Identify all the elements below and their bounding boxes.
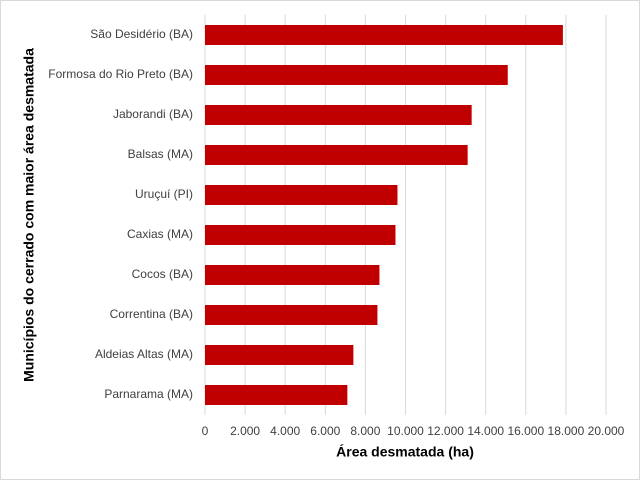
y-tick-label: Parnarama (MA)	[104, 387, 193, 401]
y-tick-label: Aldeias Altas (MA)	[95, 347, 193, 361]
bar	[205, 65, 508, 85]
x-tick-label: 2.000	[230, 424, 260, 438]
x-tick-label: 10.000	[387, 424, 424, 438]
x-tick-label: 4.000	[270, 424, 300, 438]
bar	[205, 225, 396, 245]
x-tick-label: 6.000	[310, 424, 340, 438]
bar	[205, 265, 380, 285]
x-tick-label: 0	[202, 424, 209, 438]
y-tick-label: Balsas (MA)	[128, 147, 193, 161]
y-tick-label: Uruçuí (PI)	[135, 187, 193, 201]
bar	[205, 105, 472, 125]
y-tick-label: Jaborandi (BA)	[113, 107, 193, 121]
y-tick-label: Caxias (MA)	[127, 227, 193, 241]
x-tick-label: 18.000	[548, 424, 585, 438]
x-tick-label: 14.000	[467, 424, 504, 438]
bar	[205, 25, 563, 45]
y-tick-label: Cocos (BA)	[132, 267, 193, 281]
bar	[205, 385, 348, 405]
x-axis-title: Área desmatada (ha)	[336, 444, 474, 460]
x-tick-label: 12.000	[427, 424, 464, 438]
y-tick-label: São Desidério (BA)	[90, 27, 193, 41]
x-tick-label: 16.000	[507, 424, 544, 438]
bar	[205, 185, 398, 205]
bar	[205, 345, 354, 365]
x-tick-label: 8.000	[350, 424, 380, 438]
y-tick-label: Correntina (BA)	[110, 307, 193, 321]
x-tick-label: 20.000	[588, 424, 625, 438]
bar	[205, 145, 468, 165]
y-tick-label: Formosa do Rio Preto (BA)	[48, 67, 193, 81]
bar	[205, 305, 378, 325]
y-axis-title: Municípios do cerrado com maior área des…	[21, 48, 37, 382]
